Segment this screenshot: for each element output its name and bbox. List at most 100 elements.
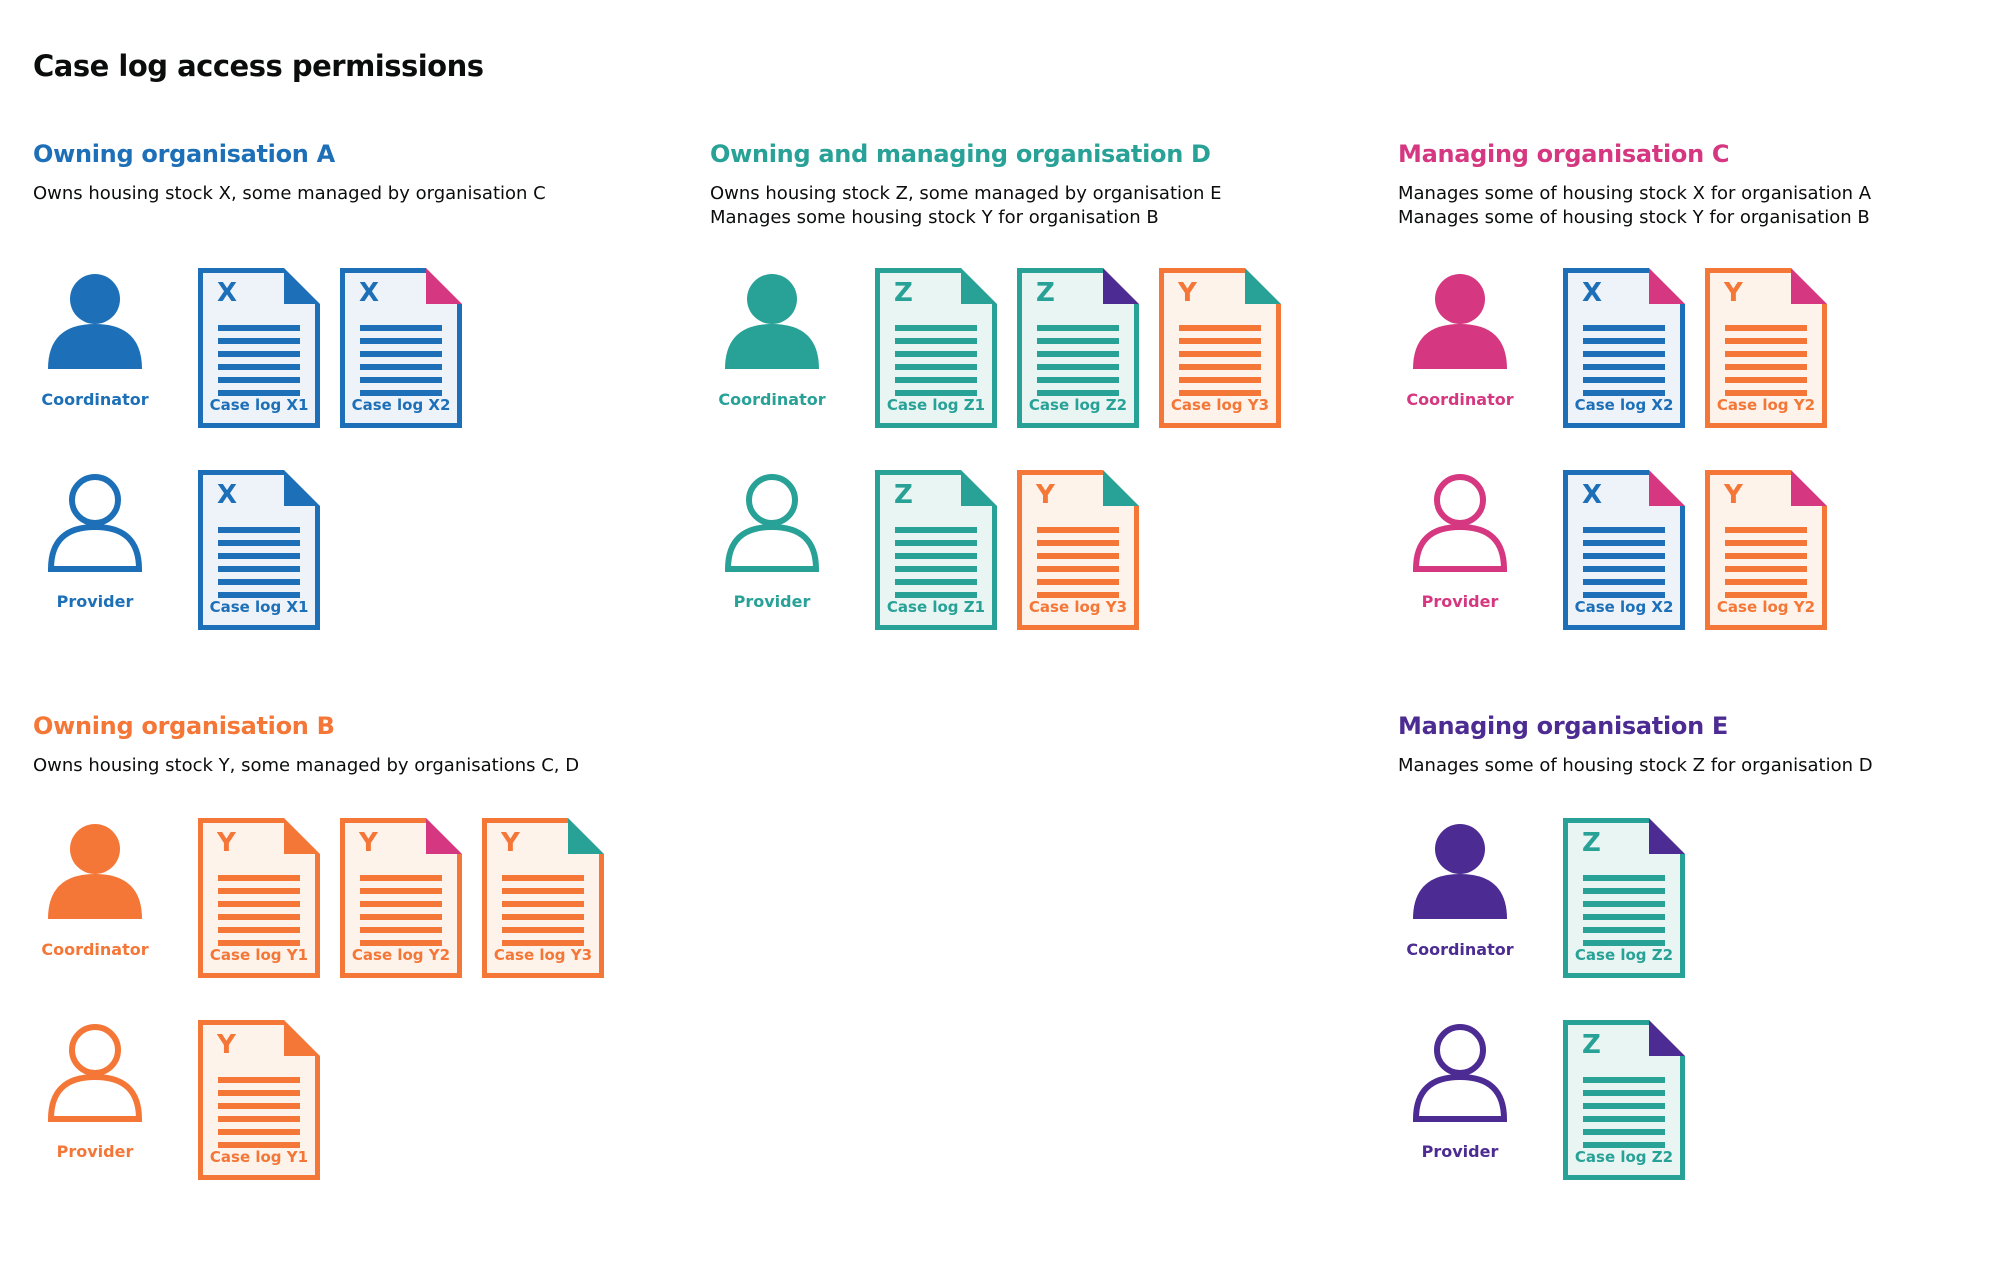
folded-corner-icon xyxy=(1649,1020,1685,1056)
fold-triangle xyxy=(1649,818,1685,854)
case-log-documents: Z Case log Z2 xyxy=(1563,1020,1685,1180)
document-text-lines-icon xyxy=(218,1077,300,1148)
fold-triangle xyxy=(568,818,604,854)
person-block: Coordinator xyxy=(33,818,198,959)
folded-corner-icon xyxy=(961,470,997,506)
document-text-lines-icon xyxy=(1583,875,1665,946)
coordinator-person-icon xyxy=(43,822,147,920)
document-line xyxy=(1583,390,1665,396)
role-row-provider: Provider Y Case log Y1 xyxy=(33,1020,698,1180)
document-line xyxy=(1583,377,1665,383)
case-log-label: Case log Z1 xyxy=(886,598,986,616)
section-org-b: Owning organisation B Owns housing stock … xyxy=(33,712,698,1180)
section-heading: Owning organisation B xyxy=(33,712,335,740)
document-line xyxy=(1725,377,1807,383)
document-text-lines-icon xyxy=(1725,527,1807,598)
person-block: Provider xyxy=(1398,1020,1563,1161)
case-log-label: Case log Z2 xyxy=(1574,1148,1674,1166)
document-line xyxy=(218,325,300,331)
permission-rows: Coordinator X Case log X2 Y Case log Y2 Provi… xyxy=(1398,268,2000,672)
role-label: Coordinator xyxy=(1406,390,1514,409)
fold-triangle xyxy=(961,470,997,506)
document-line xyxy=(218,592,300,598)
coordinator-person-icon xyxy=(720,272,824,370)
section-description: Manages some of housing stock X for orga… xyxy=(1398,183,1872,204)
document-text-lines-icon xyxy=(895,527,977,598)
section-org-a: Owning organisation A Owns housing stock … xyxy=(33,140,698,630)
document-line xyxy=(1583,351,1665,357)
case-log-document: Y Case log Y2 xyxy=(1705,268,1827,428)
case-log-document: X Case log X2 xyxy=(1563,470,1685,630)
case-log-label: Case log X2 xyxy=(351,396,451,414)
document-line xyxy=(1583,338,1665,344)
section-description: Manages some housing stock Y for organis… xyxy=(710,207,1159,228)
document-line xyxy=(360,338,442,344)
document-text-lines-icon xyxy=(895,325,977,396)
housing-stock-letter: Y xyxy=(217,828,236,858)
permission-rows: Coordinator Z Case log Z1 Z Case log Z2 Y Case… xyxy=(710,268,1375,672)
housing-stock-letter: Y xyxy=(1178,278,1197,308)
document-line xyxy=(1725,553,1807,559)
case-log-document: X Case log X2 xyxy=(340,268,462,428)
document-line xyxy=(1037,325,1119,331)
document-line xyxy=(895,527,977,533)
document-line xyxy=(218,338,300,344)
provider-person-icon xyxy=(720,474,824,572)
section-org-d: Owning and managing organisation D Owns h… xyxy=(710,140,1375,630)
case-log-documents: Y Case log Y1 xyxy=(198,1020,320,1180)
document-line xyxy=(218,927,300,933)
document-line xyxy=(1037,377,1119,383)
page-title: Case log access permissions xyxy=(33,49,484,84)
person-block: Coordinator xyxy=(33,268,198,409)
document-line xyxy=(218,351,300,357)
document-line xyxy=(895,390,977,396)
housing-stock-letter: Z xyxy=(1582,828,1601,858)
role-label: Provider xyxy=(1421,592,1499,611)
housing-stock-letter: Y xyxy=(217,1030,236,1060)
case-log-label: Case log Z2 xyxy=(1028,396,1128,414)
document-line xyxy=(1179,338,1261,344)
document-text-lines-icon xyxy=(218,527,300,598)
document-line xyxy=(1725,338,1807,344)
section-description: Manages some of housing stock Y for orga… xyxy=(1398,207,1870,228)
case-log-document: Y Case log Y1 xyxy=(198,818,320,978)
fold-triangle xyxy=(1245,268,1281,304)
section-description: Owns housing stock Z, some managed by or… xyxy=(710,183,1222,204)
coordinator-person-icon xyxy=(43,272,147,370)
document-line xyxy=(218,888,300,894)
section-description: Owns housing stock Y, some managed by or… xyxy=(33,755,580,776)
document-text-lines-icon xyxy=(360,875,442,946)
folded-corner-icon xyxy=(284,1020,320,1056)
document-line xyxy=(1725,325,1807,331)
folded-corner-icon xyxy=(568,818,604,854)
housing-stock-letter: Y xyxy=(501,828,520,858)
fold-triangle xyxy=(426,818,462,854)
case-log-label: Case log Z1 xyxy=(886,396,986,414)
document-line xyxy=(502,888,584,894)
document-line xyxy=(1583,914,1665,920)
document-line xyxy=(895,338,977,344)
provider-person-icon xyxy=(43,1024,147,1122)
housing-stock-letter: Y xyxy=(1036,480,1055,510)
role-label: Provider xyxy=(1421,1142,1499,1161)
provider-person-icon xyxy=(43,474,147,572)
case-log-label: Case log Y2 xyxy=(1716,598,1816,616)
fold-triangle xyxy=(1649,470,1685,506)
housing-stock-letter: X xyxy=(1582,480,1603,510)
folded-corner-icon xyxy=(426,268,462,304)
case-log-label: Case log Y3 xyxy=(1028,598,1128,616)
document-line xyxy=(1583,579,1665,585)
document-line xyxy=(1583,901,1665,907)
folded-corner-icon xyxy=(284,470,320,506)
coordinator-person-icon xyxy=(1408,822,1512,920)
case-log-documents: X Case log X1 xyxy=(198,470,320,630)
document-line xyxy=(1725,579,1807,585)
document-line xyxy=(1583,1129,1665,1135)
document-line xyxy=(1583,364,1665,370)
document-text-lines-icon xyxy=(1583,1077,1665,1148)
document-line xyxy=(1583,875,1665,881)
fold-triangle xyxy=(1791,268,1827,304)
case-log-documents: Z Case log Z2 xyxy=(1563,818,1685,978)
case-log-document: Z Case log Z2 xyxy=(1563,818,1685,978)
role-label: Coordinator xyxy=(41,940,149,959)
